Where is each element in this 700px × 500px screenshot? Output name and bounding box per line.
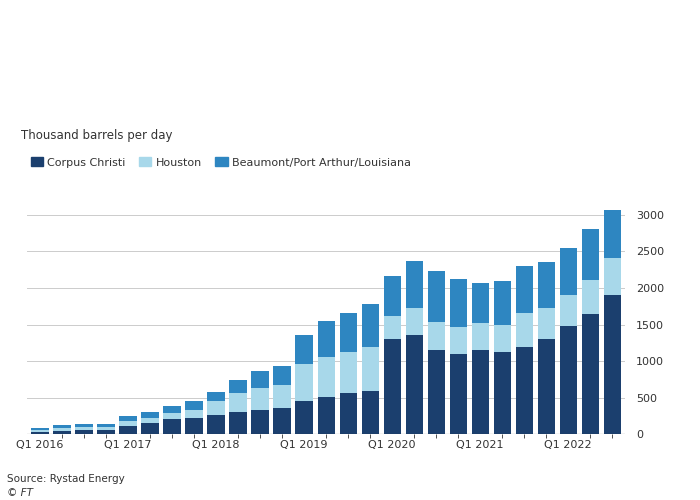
Bar [32, 428, 48, 430]
Bar [384, 276, 400, 316]
Bar [384, 339, 400, 434]
Bar [582, 314, 598, 434]
Text: © FT: © FT [7, 488, 33, 498]
Bar [251, 388, 269, 410]
Bar [186, 401, 202, 410]
Bar [76, 428, 92, 430]
Bar [582, 280, 598, 314]
Bar [141, 422, 159, 434]
Bar [340, 313, 357, 352]
Bar [516, 346, 533, 434]
Bar [494, 352, 511, 434]
Bar [494, 282, 511, 325]
Bar [538, 308, 555, 339]
Bar [163, 419, 181, 434]
Text: Thousand barrels per day: Thousand barrels per day [21, 130, 172, 142]
Bar [120, 416, 136, 422]
Bar [207, 414, 225, 434]
Bar [230, 392, 246, 412]
Bar [97, 424, 115, 428]
Bar [274, 366, 290, 386]
Bar [230, 380, 246, 392]
Bar [97, 428, 115, 430]
Bar [97, 430, 115, 434]
Bar [405, 261, 423, 308]
Bar [251, 372, 269, 388]
Bar [538, 339, 555, 434]
Bar [428, 322, 444, 349]
Bar [251, 410, 269, 434]
Legend: Corpus Christi, Houston, Beaumont/Port Arthur/Louisiana: Corpus Christi, Houston, Beaumont/Port A… [27, 153, 416, 172]
Bar [274, 408, 290, 434]
Bar [405, 335, 423, 434]
Bar [53, 425, 71, 428]
Bar [186, 418, 202, 434]
Bar [516, 266, 533, 313]
Bar [318, 321, 335, 357]
Bar [274, 386, 290, 408]
Bar [141, 412, 159, 418]
Bar [207, 402, 225, 414]
Bar [120, 422, 136, 426]
Bar [32, 430, 48, 432]
Bar [163, 406, 181, 413]
Bar [163, 413, 181, 419]
Bar [230, 412, 246, 434]
Bar [361, 304, 379, 346]
Bar [559, 326, 577, 434]
Bar [449, 327, 467, 354]
Bar [538, 262, 555, 308]
Bar [582, 230, 598, 280]
Bar [449, 279, 467, 327]
Bar [53, 428, 71, 431]
Bar [449, 354, 467, 434]
Bar [405, 308, 423, 335]
Bar [207, 392, 225, 402]
Bar [428, 350, 444, 434]
Bar [318, 357, 335, 397]
Bar [318, 397, 335, 434]
Bar [559, 296, 577, 326]
Bar [76, 424, 92, 428]
Bar [361, 390, 379, 434]
Bar [295, 335, 313, 364]
Bar [603, 210, 621, 258]
Bar [120, 426, 136, 434]
Bar [603, 296, 621, 434]
Bar [295, 364, 313, 401]
Bar [516, 313, 533, 346]
Bar [32, 432, 48, 434]
Bar [340, 352, 357, 394]
Bar [340, 394, 357, 434]
Bar [494, 324, 511, 351]
Bar [472, 283, 489, 323]
Bar [186, 410, 202, 418]
Bar [53, 431, 71, 434]
Bar [428, 271, 444, 322]
Bar [141, 418, 159, 422]
Bar [472, 323, 489, 350]
Bar [76, 430, 92, 434]
Bar [295, 401, 313, 434]
Bar [603, 258, 621, 296]
Bar [559, 248, 577, 296]
Bar [472, 350, 489, 434]
Text: Source: Rystad Energy: Source: Rystad Energy [7, 474, 125, 484]
Bar [384, 316, 400, 339]
Bar [361, 346, 379, 391]
